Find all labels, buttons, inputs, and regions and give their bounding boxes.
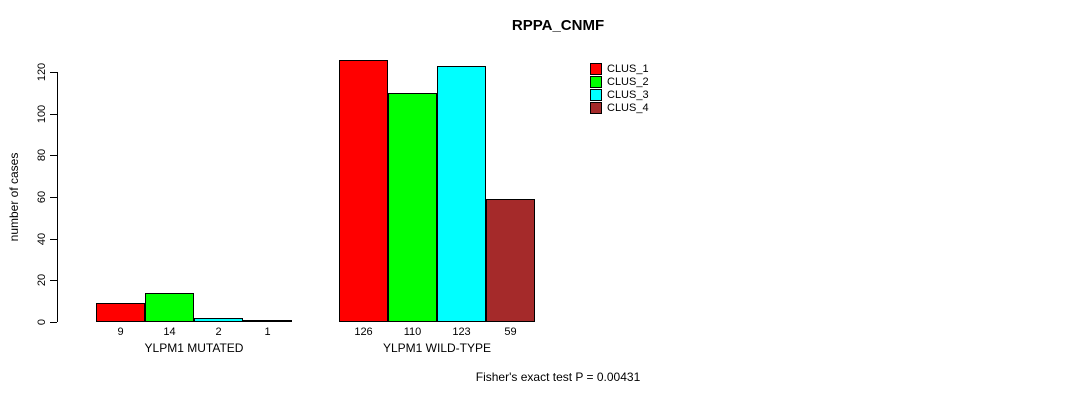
y-tick [50, 72, 57, 73]
bar-clus_2-mutated [145, 292, 194, 322]
y-axis-line [57, 72, 58, 322]
bar-value-label: 123 [452, 326, 471, 338]
bar-value-label: 14 [163, 326, 176, 338]
bar-value-label: 126 [354, 326, 373, 338]
bar-value-label: 110 [403, 326, 422, 338]
legend-swatch-clus_4 [590, 102, 602, 114]
legend-swatch-clus_1 [590, 63, 602, 75]
group-label: YLPM1 MUTATED [144, 341, 244, 355]
bar-clus_3-mutated [194, 317, 243, 322]
bar-clus_1-wildtype [339, 59, 388, 322]
bar-value-label: 9 [117, 326, 124, 338]
legend-label: CLUS_2 [607, 76, 649, 88]
bar-value-label: 2 [215, 326, 222, 338]
bar-clus_4-wildtype [486, 199, 535, 322]
y-tick-label: 0 [36, 318, 48, 326]
legend-label: CLUS_4 [607, 102, 649, 114]
fisher-test-note: Fisher's exact test P = 0.00431 [475, 370, 641, 384]
y-tick [50, 113, 57, 115]
bar-value-label: 59 [504, 326, 517, 338]
legend-swatch-clus_2 [590, 76, 602, 88]
bar-clus_3-wildtype [437, 65, 486, 322]
y-tick [50, 238, 57, 240]
y-tick [50, 155, 57, 157]
y-tick-label: 60 [36, 190, 48, 204]
y-axis-label: number of cases [7, 152, 21, 242]
y-tick [50, 197, 57, 198]
y-tick-label: 40 [36, 232, 48, 245]
bar-clus_4-mutated [243, 319, 292, 322]
legend-label: CLUS_3 [607, 89, 649, 101]
legend-label: CLUS_1 [607, 63, 649, 75]
legend-swatch-clus_3 [590, 89, 602, 101]
bar-clus_1-mutated [96, 303, 145, 322]
chart-title: RPPA_CNMF [511, 17, 605, 34]
bar-clus_2-wildtype [388, 92, 437, 322]
y-tick-label: 120 [36, 62, 48, 82]
y-tick-label: 100 [36, 104, 48, 123]
group-label: YLPM1 WILD-TYPE [382, 341, 492, 355]
y-tick-label: 20 [36, 274, 48, 287]
bar-value-label: 1 [264, 326, 271, 338]
y-tick-label: 80 [36, 149, 48, 162]
y-tick [50, 322, 57, 323]
y-tick [50, 280, 57, 282]
